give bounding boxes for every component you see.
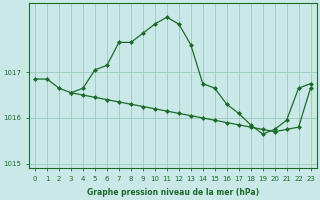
X-axis label: Graphe pression niveau de la mer (hPa): Graphe pression niveau de la mer (hPa) xyxy=(87,188,259,197)
